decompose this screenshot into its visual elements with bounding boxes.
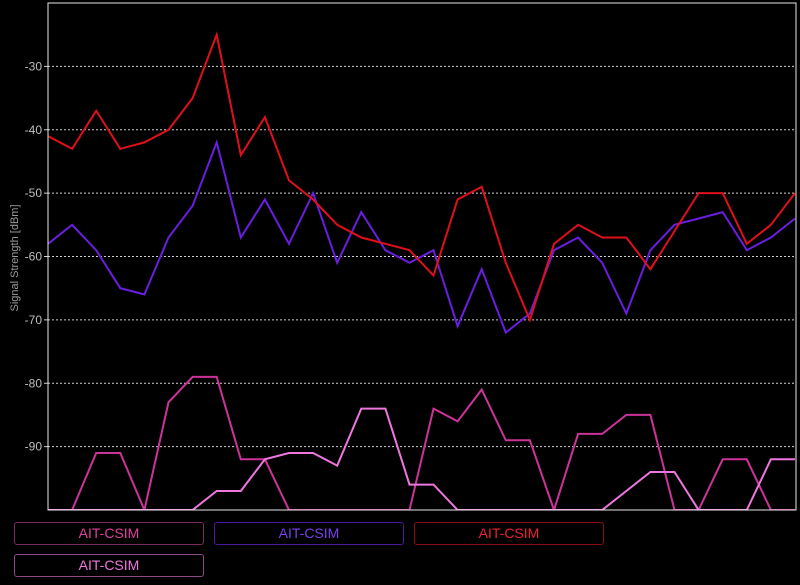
y-tick-label: -50 [25,186,43,200]
legend-label-3: AIT-CSIM [478,525,540,541]
plot-frame [47,2,797,511]
legend-item-3[interactable]: AIT-CSIM [414,522,604,545]
series-line-2 [48,139,796,335]
legend-item-2[interactable]: AIT-CSIM [214,522,404,545]
y-tick-label: -80 [25,376,43,390]
y-tick-label: -90 [25,440,43,454]
legend-label-2: AIT-CSIM [278,525,340,541]
y-axis-title: Signal Strength [dBm] [9,204,21,311]
y-tick-label: -70 [25,313,43,327]
plot-border [47,2,797,511]
y-tick-label: -30 [25,59,43,73]
y-tick-label: -40 [25,123,43,137]
legend-label-1: AIT-CSIM [78,525,140,541]
series-line-3 [48,31,796,323]
series-line-1 [48,375,795,510]
legend-item-1[interactable]: AIT-CSIM [14,522,204,545]
series-line-4 [48,407,795,510]
y-tick-labels: -30 -40 -50 -60 -70 -80 -90 [25,59,48,454]
legend-label-4: AIT-CSIM [78,557,140,573]
legend-item-4[interactable]: AIT-CSIM [14,554,204,577]
series-lines [48,31,796,510]
y-tick-label: -60 [25,250,43,264]
